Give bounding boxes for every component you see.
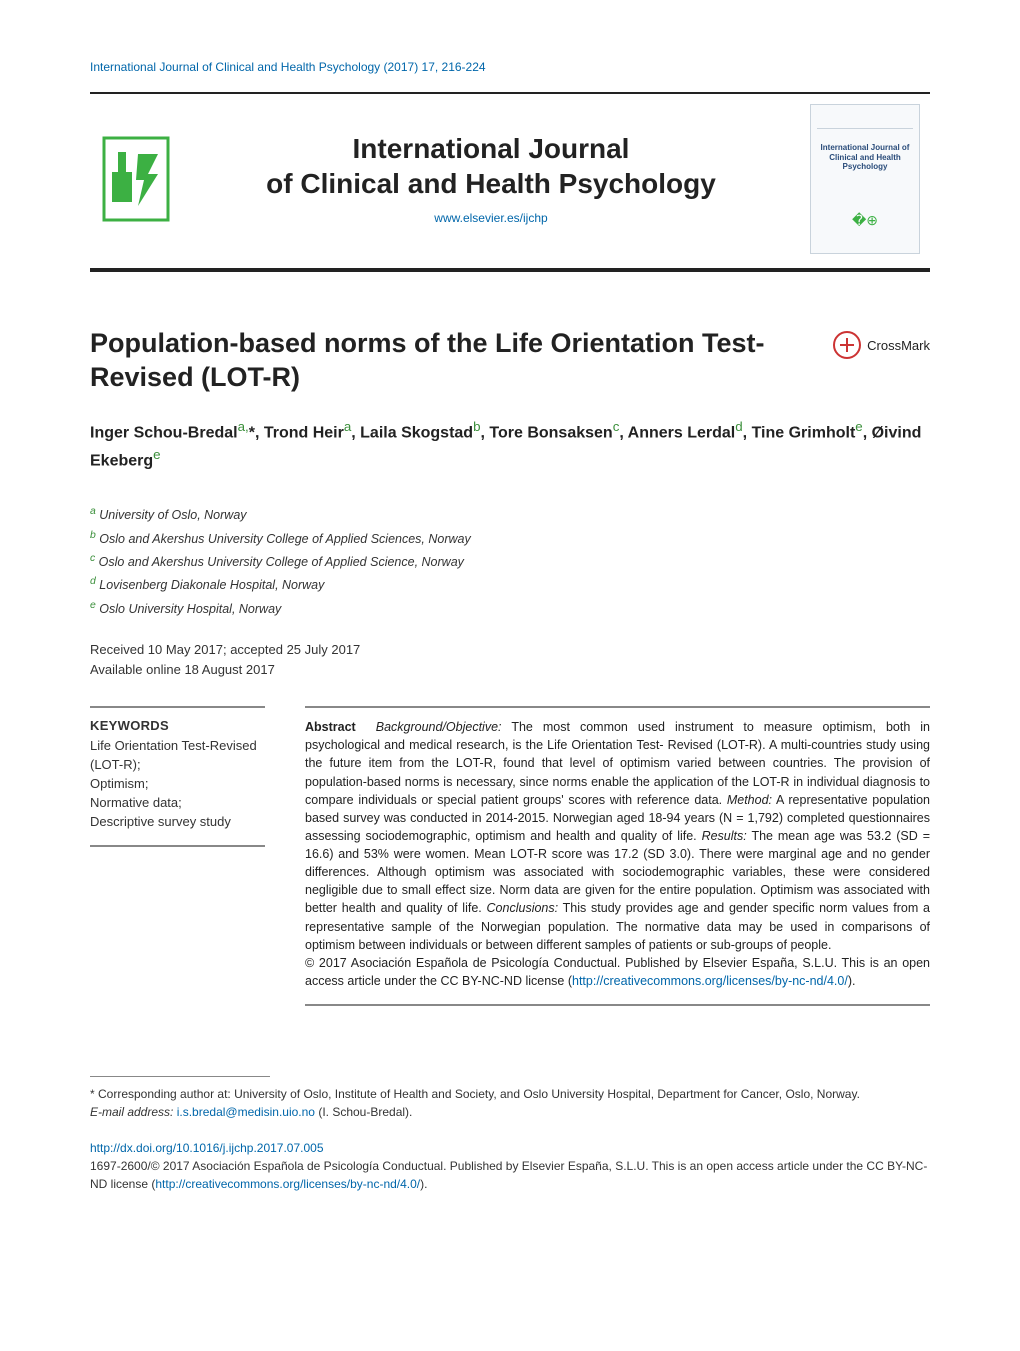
abs-bg-label: Background/Objective: [376,720,502,734]
crossmark-icon [833,331,861,359]
keywords-heading: KEYWORDS [90,718,265,733]
aepc-logo-icon [100,134,172,224]
corresponding-author-note: * Corresponding author at: University of… [90,1085,930,1103]
keyword-item: Descriptive survey study [90,813,265,832]
available-online: Available online 18 August 2017 [90,660,930,680]
cover-thumb-title: International Journal of Clinical and He… [817,143,913,172]
abstract-box: Abstract Background/Objective: The most … [305,706,930,1006]
abs-conclusions-label: Conclusions: [487,901,559,915]
journal-banner: International Journal of Clinical and He… [90,92,930,272]
publisher-logo [100,134,172,224]
article-dates: Received 10 May 2017; accepted 25 July 2… [90,640,930,679]
footnote-rule [90,1076,270,1077]
keywords-box: KEYWORDS Life Orientation Test-Revised (… [90,706,265,847]
abs-copyright-close: ). [848,974,856,988]
keyword-item: Optimism; [90,775,265,794]
affiliation-list: a University of Oslo, Norwayb Oslo and A… [90,503,930,620]
crossmark-label: CrossMark [867,338,930,353]
bottom-license-link[interactable]: http://creativecommons.org/licenses/by-n… [155,1177,420,1191]
journal-website-link[interactable]: www.elsevier.es/ijchp [434,211,547,225]
bottom-close: ). [420,1177,427,1191]
journal-title: International Journal of Clinical and He… [192,131,790,201]
affiliation-row: b Oslo and Akershus University College o… [90,527,930,550]
affiliation-row: e Oslo University Hospital, Norway [90,597,930,620]
abstract-label: Abstract [305,720,356,734]
abs-license-link[interactable]: http://creativecommons.org/licenses/by-n… [572,974,848,988]
running-head: International Journal of Clinical and He… [90,60,930,74]
keyword-item: Life Orientation Test-Revised (LOT-R); [90,737,265,775]
journal-cover-thumbnail: International Journal of Clinical and He… [810,104,920,254]
corresponding-email-link[interactable]: i.s.bredal@medisin.uio.no [177,1105,315,1119]
affiliation-row: c Oslo and Akershus University College o… [90,550,930,573]
article-title: Population-based norms of the Life Orien… [90,327,813,395]
doi-link[interactable]: http://dx.doi.org/10.1016/j.ijchp.2017.0… [90,1141,324,1155]
journal-title-line2: of Clinical and Health Psychology [266,168,716,199]
affiliation-row: a University of Oslo, Norway [90,503,930,526]
received-accepted: Received 10 May 2017; accepted 25 July 2… [90,640,930,660]
journal-title-line1: International Journal [353,133,630,164]
author-list: Inger Schou-Bredala,*, Trond Heira, Lail… [90,417,930,474]
abs-results-label: Results: [702,829,747,843]
affiliation-row: d Lovisenberg Diakonale Hospital, Norway [90,573,930,596]
keyword-item: Normative data; [90,794,265,813]
keywords-list: Life Orientation Test-Revised (LOT-R);Op… [90,737,265,831]
email-who: (I. Schou-Bredal). [318,1105,412,1119]
crossmark-button[interactable]: CrossMark [833,331,930,359]
footnotes: * Corresponding author at: University of… [90,1085,930,1121]
email-label: E-mail address: [90,1105,173,1119]
abs-method-label: Method: [727,793,772,807]
page-bottom-copyright: 1697-2600/© 2017 Asociación Española de … [90,1157,930,1193]
